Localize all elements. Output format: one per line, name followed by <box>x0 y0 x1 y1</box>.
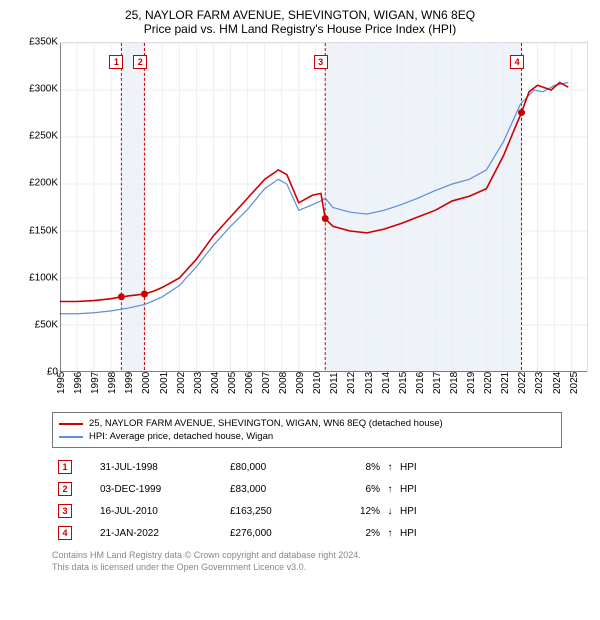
legend-item-hpi: HPI: Average price, detached house, Wiga… <box>59 430 555 443</box>
transaction-row: 1 31-JUL-1998£80,0008%↑HPI <box>52 456 562 478</box>
transaction-date: 31-JUL-1998 <box>100 462 230 473</box>
x-tick: 2025 <box>569 372 580 394</box>
chart-marker-3: 3 <box>314 55 328 69</box>
transaction-row: 2 03-DEC-1999£83,0006%↑HPI <box>52 478 562 500</box>
y-axis: £0£50K£100K£150K£200K£250K£300K£350K <box>16 42 60 372</box>
x-tick: 2006 <box>244 372 255 394</box>
transaction-pct: 12% <box>330 506 380 517</box>
transaction-date: 21-JAN-2022 <box>100 528 230 539</box>
x-tick: 2016 <box>415 372 426 394</box>
x-tick: 2024 <box>552 372 563 394</box>
x-tick: 1995 <box>56 372 67 394</box>
transaction-row: 3 16-JUL-2010£163,25012%↓HPI <box>52 500 562 522</box>
x-tick: 2022 <box>517 372 528 394</box>
arrow-icon: ↑ <box>380 528 400 539</box>
x-tick: 2023 <box>534 372 545 394</box>
x-tick: 2013 <box>364 372 375 394</box>
y-tick: £250K <box>29 131 58 142</box>
x-tick: 2014 <box>381 372 392 394</box>
x-tick: 2000 <box>141 372 152 394</box>
y-tick: £150K <box>29 225 58 236</box>
transaction-row: 4 21-JAN-2022£276,0002%↑HPI <box>52 522 562 544</box>
y-tick: £350K <box>29 37 58 48</box>
footer-attribution: Contains HM Land Registry data © Crown c… <box>52 550 592 573</box>
transactions-table: 131-JUL-1998£80,0008%↑HPI203-DEC-1999£83… <box>52 456 562 544</box>
x-tick: 2020 <box>483 372 494 394</box>
transaction-marker: 2 <box>58 482 72 496</box>
x-tick: 2018 <box>449 372 460 394</box>
y-tick: £50K <box>35 319 58 330</box>
x-tick: 2001 <box>159 372 170 394</box>
transaction-suffix: HPI <box>400 484 440 495</box>
transaction-price: £276,000 <box>230 528 330 539</box>
transaction-suffix: HPI <box>400 462 440 473</box>
transaction-date: 03-DEC-1999 <box>100 484 230 495</box>
x-tick: 1996 <box>73 372 84 394</box>
transaction-marker: 1 <box>58 460 72 474</box>
x-tick: 2012 <box>346 372 357 394</box>
legend-item-property: 25, NAYLOR FARM AVENUE, SHEVINGTON, WIGA… <box>59 417 555 430</box>
x-tick: 2007 <box>261 372 272 394</box>
x-tick: 2005 <box>227 372 238 394</box>
transaction-pct: 6% <box>330 484 380 495</box>
legend-label-2: HPI: Average price, detached house, Wiga… <box>89 431 273 442</box>
x-tick: 2004 <box>210 372 221 394</box>
chart-title: 25, NAYLOR FARM AVENUE, SHEVINGTON, WIGA… <box>8 8 592 22</box>
chart-marker-2: 2 <box>133 55 147 69</box>
transaction-pct: 2% <box>330 528 380 539</box>
x-tick: 2003 <box>193 372 204 394</box>
transaction-marker: 3 <box>58 504 72 518</box>
x-tick: 1999 <box>124 372 135 394</box>
x-tick: 2021 <box>500 372 511 394</box>
chart-marker-1: 1 <box>109 55 123 69</box>
y-tick: £200K <box>29 178 58 189</box>
legend-label-1: 25, NAYLOR FARM AVENUE, SHEVINGTON, WIGA… <box>89 418 443 429</box>
transaction-price: £163,250 <box>230 506 330 517</box>
x-tick: 2011 <box>329 372 340 394</box>
chart-marker-4: 4 <box>510 55 524 69</box>
x-tick: 2009 <box>295 372 306 394</box>
chart-subtitle: Price paid vs. HM Land Registry's House … <box>8 22 592 36</box>
transaction-marker: 4 <box>58 526 72 540</box>
y-tick: £100K <box>29 272 58 283</box>
x-axis: 1995199619971998199920002001200220032004… <box>60 372 588 406</box>
arrow-icon: ↑ <box>380 462 400 473</box>
x-tick: 2002 <box>176 372 187 394</box>
transaction-pct: 8% <box>330 462 380 473</box>
arrow-icon: ↓ <box>380 506 400 517</box>
plot-area: 12 3 4 <box>60 42 588 372</box>
x-tick: 1997 <box>90 372 101 394</box>
chart-area: £0£50K£100K£150K£200K£250K£300K£350K 123… <box>16 42 592 406</box>
x-tick: 2015 <box>398 372 409 394</box>
transaction-price: £83,000 <box>230 484 330 495</box>
legend: 25, NAYLOR FARM AVENUE, SHEVINGTON, WIGA… <box>52 412 562 448</box>
x-tick: 2017 <box>432 372 443 394</box>
x-tick: 2019 <box>466 372 477 394</box>
x-tick: 2010 <box>312 372 323 394</box>
transaction-suffix: HPI <box>400 506 440 517</box>
transaction-price: £80,000 <box>230 462 330 473</box>
transaction-suffix: HPI <box>400 528 440 539</box>
x-tick: 2008 <box>278 372 289 394</box>
transaction-date: 16-JUL-2010 <box>100 506 230 517</box>
arrow-icon: ↑ <box>380 484 400 495</box>
x-tick: 1998 <box>107 372 118 394</box>
y-tick: £300K <box>29 84 58 95</box>
chart-svg <box>60 43 587 372</box>
